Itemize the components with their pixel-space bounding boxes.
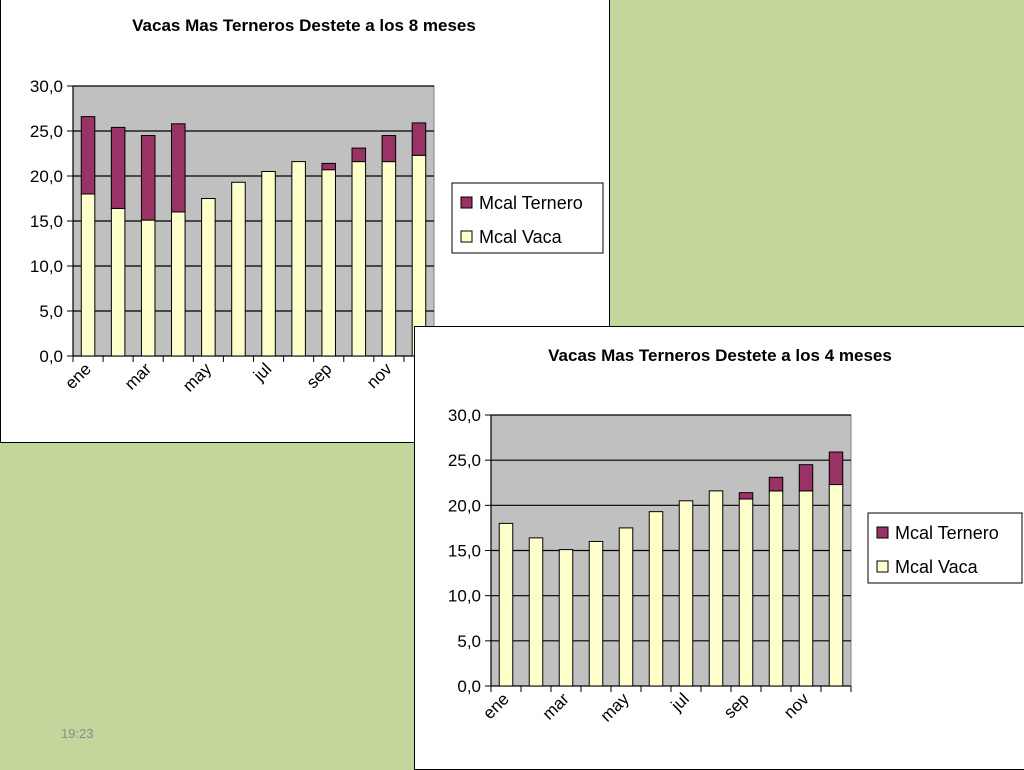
bar-mcal-ternero [140,135,156,221]
x-tick-label: may [597,689,633,725]
y-tick-label: 5,0 [457,632,481,651]
bar-mcal-vaca [261,171,276,357]
bar-mcal-ternero [828,451,844,486]
bar-mcal-vaca [648,511,664,687]
bar-mcal-ternero [798,464,814,492]
legend-swatch [460,230,473,243]
legend [867,512,1023,584]
bar-mcal-vaca [231,181,246,357]
y-tick-label: 10,0 [448,587,481,606]
slide-time: 19:23 [61,726,94,741]
y-tick-label: 30,0 [448,406,481,425]
y-tick-label: 20,0 [448,496,481,515]
bar-mcal-vaca [798,490,814,687]
x-tick-label: may [179,359,215,395]
chart-4-meses: Vacas Mas Terneros Destete a los 4 meses… [448,346,1023,726]
bar-mcal-ternero [80,116,96,195]
y-tick-label: 0,0 [457,677,481,696]
legend-label: Mcal Vaca [895,557,979,577]
bar-mcal-vaca [768,490,784,687]
y-tick-label: 0,0 [39,347,63,366]
legend-label: Mcal Ternero [895,523,999,543]
y-tick-label: 5,0 [39,302,63,321]
y-tick-label: 25,0 [30,122,63,141]
bar-mcal-vaca [351,161,367,357]
legend-swatch [876,526,889,539]
legend-swatch [460,196,473,209]
bar-mcal-ternero [738,492,754,500]
x-tick-label: nov [363,359,396,392]
bar-mcal-vaca [678,500,694,687]
bar-mcal-vaca [291,161,306,357]
chart-title: Vacas Mas Terneros Destete a los 8 meses [132,16,476,35]
y-tick-label: 25,0 [448,451,481,470]
bar-mcal-vaca [498,522,514,687]
bar-mcal-vaca [708,490,724,687]
legend-label: Mcal Vaca [479,227,563,247]
chart-panel-8-meses: Vacas Mas Terneros Destete a los 8 meses… [0,0,610,443]
chart-8-meses: Vacas Mas Terneros Destete a los 8 meses… [30,16,604,396]
bar-mcal-vaca [110,207,126,357]
legend [451,182,604,254]
bar-mcal-ternero [171,123,186,213]
x-tick-label: sep [303,359,336,392]
bar-mcal-ternero [411,122,427,156]
x-tick-label: mar [539,689,573,723]
bar-mcal-ternero [381,135,397,163]
bar-mcal-ternero [321,162,336,171]
bar-mcal-vaca [201,198,216,357]
y-tick-label: 15,0 [448,542,481,561]
bar-mcal-vaca [558,549,574,687]
bar-mcal-vaca [738,498,754,687]
y-tick-label: 20,0 [30,167,63,186]
y-tick-label: 10,0 [30,257,63,276]
bar-mcal-vaca [80,193,96,357]
bar-mcal-vaca [171,211,186,357]
bar-mcal-vaca [528,537,544,687]
x-tick-label: mar [121,359,155,393]
bar-mcal-vaca [588,540,604,687]
legend-label: Mcal Ternero [479,193,583,213]
y-tick-label: 15,0 [30,212,63,231]
x-tick-label: ene [61,359,94,392]
bar-mcal-ternero [768,476,784,492]
y-tick-label: 30,0 [30,77,63,96]
chart-title: Vacas Mas Terneros Destete a los 4 meses [548,346,892,365]
x-tick-label: ene [479,689,512,722]
x-tick-label: nov [780,689,813,722]
bar-mcal-ternero [351,147,367,163]
bar-mcal-vaca [618,527,634,687]
bar-mcal-vaca [140,219,156,357]
bar-mcal-vaca [381,161,397,357]
bar-mcal-vaca [321,169,336,357]
x-tick-label: sep [720,689,753,722]
x-tick-label: jul [667,689,693,715]
x-tick-label: jul [249,359,275,385]
bar-mcal-ternero [110,126,126,209]
bar-mcal-vaca [828,484,844,687]
legend-swatch [876,560,889,573]
chart-panel-4-meses: Vacas Mas Terneros Destete a los 4 meses… [414,326,1024,770]
